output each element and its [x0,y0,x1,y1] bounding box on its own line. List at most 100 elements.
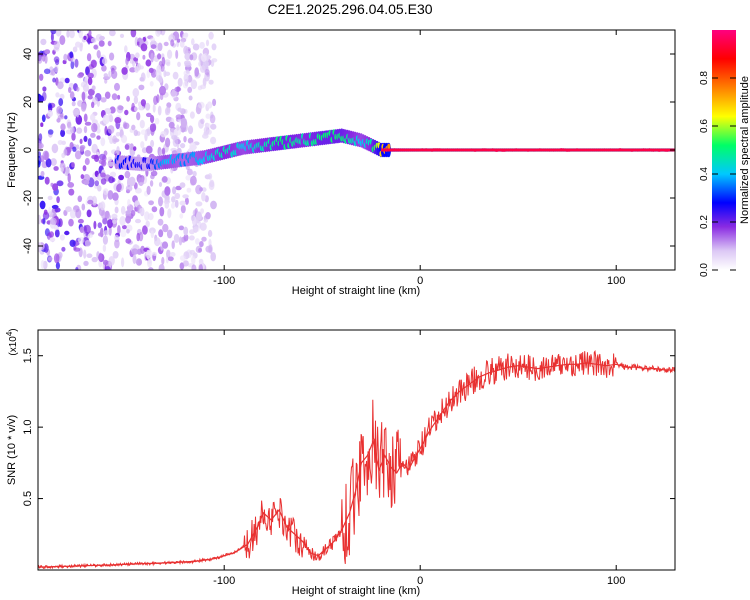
spectrogram-noise-cell [56,81,64,90]
spectrogram-noise-cell [69,30,75,39]
spectrogram-noise-cell [156,64,162,73]
spectrogram-noise-cell [192,226,200,233]
spectrogram-signal-cell [387,143,391,150]
spectrogram-noise-cell [70,126,75,134]
spectrogram-noise-cell [211,58,218,63]
spectrogram-noise-cell [172,71,179,80]
spectrogram-noise-cell [174,192,181,200]
spectrogram-noise-cell [209,114,216,124]
spectrogram-noise-cell [183,32,189,38]
spectrogram-noise-cell [102,244,107,252]
spectrogram-ticks: -100 0 100 -40 -20 0 20 40 [22,30,675,287]
spectrogram-noise-cell [200,65,206,73]
spectrogram-noise-cell [199,41,205,49]
spectrogram-noise-cell [68,87,72,93]
spectrogram-noise-cell [88,88,95,96]
spectrogram-noise-cell [205,212,211,220]
spectrogram-noise-cell [179,200,186,206]
spectrogram-noise-cell [122,225,127,230]
spectrogram-noise-cell [187,137,194,144]
spectrogram-noise-cell [163,41,169,47]
spectrogram-noise-cell [61,152,66,159]
spectrogram-noise-cell [150,230,154,239]
spectrogram-noise-cell [59,35,66,46]
spectrogram-noise-cell [179,255,186,261]
spectrogram-noise-cell [167,208,172,219]
spectrogram-noise-cell [212,98,217,107]
spectrogram-noise-cell [205,39,210,47]
spectrogram-noise-cell [179,182,186,189]
spectrogram-noise-cell [161,147,166,155]
spectrogram-noise-cell [117,94,121,100]
spectrogram-noise-cell [146,185,151,195]
spectrogram-noise-cell [120,134,128,144]
spectrogram-noise-cell [93,44,98,50]
spectrogram-noise-cell [91,143,98,154]
spectrogram-noise-cell [138,101,142,108]
spectrogram-noise-cell [56,106,63,114]
spectrogram-noise-cell [180,204,186,214]
spectrogram-noise-cell [192,170,197,177]
spectrogram-noise-cell [45,158,52,168]
spectrogram-noise-cell [145,112,152,118]
snr-y-tick-label: 1.0 [22,419,34,434]
spectrogram-noise-cell [82,83,90,92]
spectrogram-noise-cell [87,233,93,238]
spectrogram-noise-cell [88,30,92,36]
spectrogram-noise-cell [182,81,189,89]
spectrogram-noise-cell [44,49,51,55]
spectrogram-noise-cell [133,96,139,105]
spectrogram-noise-cell [104,91,111,99]
spectrogram-noise-cell [183,234,189,242]
spectrogram-noise-cell [149,81,154,87]
spectrogram-noise-cell [207,229,213,238]
spectrogram-noise-cell [77,236,85,244]
spectrogram-noise-cell [111,70,118,79]
colorbar-tick-label: 0.6 [699,119,710,133]
spectrogram-noise-cell [109,30,116,37]
spectrogram-noise-cell [162,223,169,233]
spectrogram-noise-cell [150,139,155,148]
spectrogram-noise-cell [77,195,83,203]
spectrogram-noise-cell [43,68,51,75]
spectrogram-noise-cell [200,118,205,125]
spectrogram-noise-cell [114,239,120,249]
spectrogram-noise-cell [107,190,114,200]
spectrogram-noise-cell [206,101,213,109]
spectrogram-noise-cell [201,192,206,202]
spectrogram-noise-cell [102,259,109,266]
spectrogram-noise-cell [54,229,60,238]
spectrogram-noise-cell [67,173,71,183]
spectrogram-noise-cell [100,178,107,185]
spectrogram-noise-cell [187,76,193,82]
spectrogram-noise-cell [125,210,131,215]
spectrogram-noise-cell [117,225,121,235]
spectrogram-noise-cell [87,72,94,79]
spectrogram-noise-cell [101,57,108,65]
spectrogram-noise-cell [179,213,184,219]
spectrogram-noise-cell [48,231,55,238]
colorbar-tick-label: 0.4 [699,167,710,181]
spectrogram-noise-cell [55,261,61,270]
colorbar-ticks: 0.0 0.2 0.4 0.6 0.8 [699,71,736,277]
spectrogram-noise-cell [116,104,124,114]
spectrogram-noise-cell [56,180,64,187]
spectrogram-noise-cell [160,30,166,36]
spectrogram-noise-cell [54,64,59,73]
spectrogram-noise-cell [59,234,65,241]
spectrogram-noise-cell [86,53,92,62]
spectrogram-noise-cell [210,136,217,145]
spectrogram-noise-cell [189,54,194,61]
spectrogram-noise-cell [83,35,87,41]
spectrogram-noise-cell [187,125,194,135]
spectrogram-noise-cell [125,238,132,244]
spectrogram-noise-cell [50,32,54,42]
spectrogram-noise-cell [69,91,75,100]
spectrogram-noise-cell [136,41,141,46]
spectrogram-noise-cell [133,106,138,112]
spectrogram-noise-cell [157,218,164,226]
spectrogram-noise-cell [146,249,151,260]
spectrogram-noise-cell [128,176,136,187]
spectrogram-noise-cell [64,115,68,120]
